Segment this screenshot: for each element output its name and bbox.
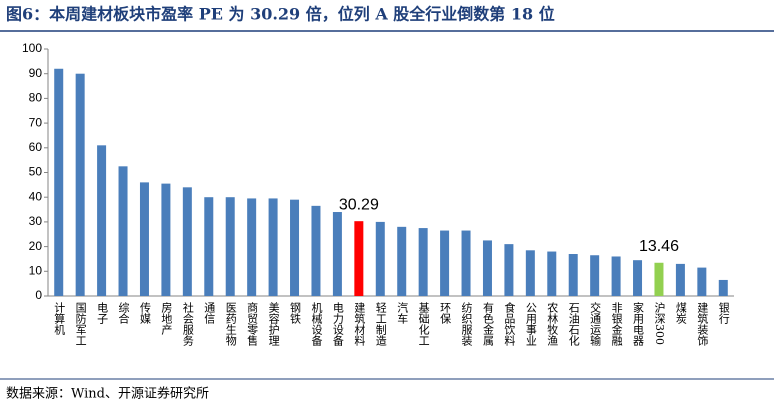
y-tick-label: 60: [29, 140, 43, 154]
x-tick-label: 钢铁: [289, 302, 302, 324]
bar: [354, 221, 364, 296]
x-tick-label: 纺织服装: [460, 301, 473, 347]
x-tick-label: 银行: [717, 301, 730, 325]
x-tick-label: 美容护理: [267, 302, 280, 346]
bar: [97, 145, 107, 296]
x-tick-label: 房地产: [160, 302, 173, 336]
x-tick-label: 国防军工: [74, 302, 87, 346]
bar: [182, 187, 192, 296]
bar: [118, 166, 128, 296]
value-label: 30.29: [339, 196, 379, 213]
bar: [568, 254, 578, 296]
x-tick-label: 沪深300: [653, 301, 666, 345]
x-tick-label: 通信: [203, 302, 216, 325]
value-label: 13.46: [639, 238, 679, 255]
x-tick-label: 电力设备: [331, 302, 344, 347]
bar: [675, 263, 685, 296]
x-tick-label: 机械设备: [310, 301, 323, 347]
x-tick-label: 社会服务: [181, 301, 194, 346]
x-tick-label: 基础化工: [417, 302, 430, 346]
bar: [139, 182, 149, 296]
y-tick-label: 100: [22, 41, 42, 55]
x-tick-label: 环保: [439, 302, 452, 325]
y-tick-label: 70: [29, 115, 43, 129]
y-tick-label: 50: [29, 165, 43, 179]
bar: [504, 244, 514, 296]
bar: [461, 230, 471, 296]
y-tick-label: 40: [29, 189, 43, 203]
bar: [525, 250, 535, 296]
bar: [247, 198, 257, 296]
x-tick-label: 医药生物: [224, 302, 237, 346]
x-tick-label: 汽车: [396, 301, 409, 325]
bar: [397, 226, 407, 296]
x-tick-label: 建筑材料: [353, 301, 366, 347]
bar: [633, 260, 643, 296]
y-tick-label: 0: [35, 288, 42, 302]
source-note: 数据来源：Wind、开源证券研究所: [6, 386, 209, 402]
bar: [332, 212, 342, 296]
bar: [547, 251, 557, 296]
bar: [718, 279, 728, 296]
x-tick-label: 建筑装饰: [696, 301, 709, 346]
bar: [590, 255, 600, 296]
y-tick-label: 30: [29, 214, 43, 228]
bar: [375, 221, 385, 296]
bar: [482, 240, 492, 296]
bar: [225, 197, 235, 296]
bar: [161, 183, 171, 296]
y-tick-label: 90: [29, 66, 43, 80]
x-tick-label: 农林牧渔: [546, 301, 559, 347]
y-tick-label: 10: [29, 263, 43, 277]
y-tick-label: 20: [29, 239, 43, 253]
x-tick-label: 有色金属: [481, 301, 494, 347]
x-tick-label: 电子: [96, 302, 109, 324]
bar: [75, 73, 85, 296]
x-tick-label: 非银金融: [610, 302, 623, 347]
bar: [290, 199, 300, 296]
x-tick-label: 商贸零售: [246, 301, 259, 347]
bar: [611, 256, 621, 296]
bar: [654, 262, 664, 296]
bar: [311, 205, 321, 296]
x-tick-label: 计算机: [53, 302, 66, 335]
chart-title: 图6：本周建材板块市盈率 PE 为 30.29 倍，位列 A 股全行业倒数第 1…: [6, 5, 555, 24]
x-tick-label: 石油石化: [567, 302, 580, 347]
x-tick-label: 传媒: [138, 302, 151, 325]
x-tick-label: 家用电器: [632, 301, 645, 347]
bar: [204, 197, 214, 296]
bar: [418, 228, 428, 296]
bar: [54, 68, 64, 296]
x-tick-label: 综合: [117, 301, 130, 324]
bar: [268, 198, 278, 296]
x-tick-label: 交通运输: [589, 301, 602, 347]
bar: [440, 230, 450, 296]
x-tick-label: 公用事业: [524, 302, 537, 346]
y-tick-label: 80: [29, 91, 43, 105]
bar: [697, 267, 707, 296]
x-tick-label: 煤炭: [674, 302, 687, 325]
x-tick-label: 轻工制造: [374, 301, 387, 346]
x-tick-label: 食品饮料: [503, 301, 516, 347]
